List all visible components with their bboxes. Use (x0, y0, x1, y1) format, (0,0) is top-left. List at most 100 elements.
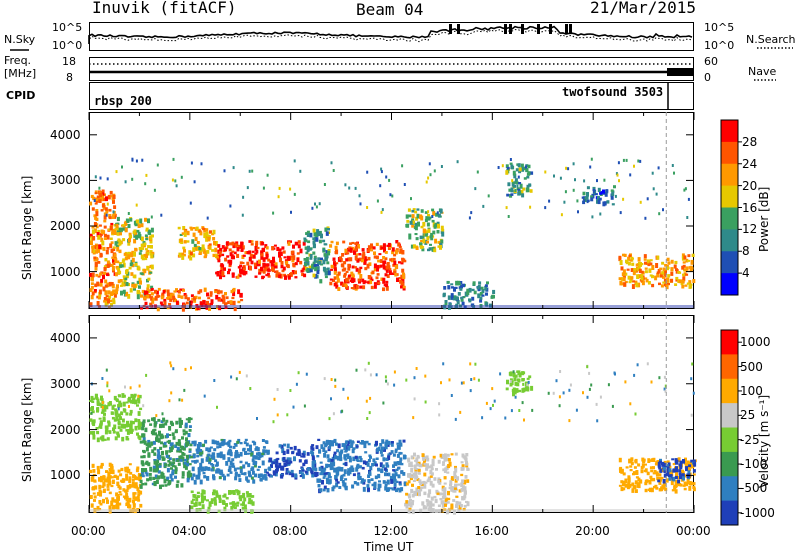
velocity-scatter-point (305, 372, 308, 376)
power-scatter-point (646, 197, 649, 201)
velocity-scatter-point (499, 372, 502, 376)
velocity-scatter-point (375, 373, 378, 377)
velocity-scatter-point (393, 383, 396, 387)
velocity-scatter-point (518, 409, 521, 412)
velocity-scatter-point (330, 397, 332, 401)
velocity-scatter-point (633, 373, 636, 377)
velocity-ytick-label-1: 2000 (50, 422, 81, 437)
velocity-scatter-point (413, 397, 416, 401)
power-scatter-point (639, 159, 642, 163)
power-scatter-point (262, 186, 265, 190)
velocity-scatter-point (170, 364, 173, 368)
power-scatter-point (391, 194, 394, 198)
cpid-segment-2: twofsound 3503 (562, 85, 664, 99)
velocity-scatter-point (169, 361, 172, 365)
power-scatter-point (358, 194, 361, 198)
power-scatter-point (190, 161, 193, 165)
power-scatter-point (389, 193, 392, 197)
power-scatter-point (193, 180, 196, 184)
power-scatter-point (344, 183, 347, 187)
power-scatter-point (633, 164, 635, 168)
time-axis-label: Time UT (364, 540, 414, 554)
velocity-scatter-point (230, 375, 233, 379)
velocity-scatter-point (691, 362, 694, 366)
velocity-scatter-point (454, 417, 457, 421)
power-scatter-point (427, 210, 430, 214)
velocity-scatter-point (295, 382, 298, 386)
velocity-colorbar-segment-7 (721, 500, 738, 526)
power-scatter-point (323, 183, 326, 186)
power-scatter-point (603, 178, 606, 182)
nsky-tick-bottom: 10^0 (52, 39, 83, 52)
velocity-scatter-point (442, 362, 445, 366)
velocity-colorbar-segment-3 (721, 403, 738, 429)
velocity-scatter-point (369, 373, 372, 377)
nsky-spike-7 (565, 24, 568, 34)
velocity-scatter-point (493, 399, 496, 403)
velocity-scatter-point (491, 387, 494, 391)
velocity-scatter-point (183, 388, 186, 392)
velocity-colorbar-segment-4 (721, 427, 738, 453)
power-colorbar-tick-label-6: 28 (742, 134, 758, 149)
freq-label: Freq. (4, 54, 32, 67)
velocity-scatter-point (342, 387, 345, 391)
velocity-scatter-point (415, 367, 418, 370)
nave-tick-top: 60 (704, 55, 718, 68)
power-colorbar-label: Power [dB] (757, 186, 771, 252)
velocity-scatter-point (586, 395, 589, 399)
power-scatter-point (289, 187, 292, 191)
power-scatter-point (131, 177, 134, 181)
velocity-scatter-point (509, 379, 512, 383)
power-scatter-point (625, 158, 628, 162)
power-scatter-point (189, 201, 192, 205)
velocity-scatter-point (527, 380, 530, 384)
power-scatter-point (487, 194, 490, 198)
velocity-scatter-point (184, 367, 187, 371)
power-scatter-point (248, 169, 251, 173)
velocity-scatter-point (382, 401, 385, 405)
power-scatter-point (293, 159, 296, 163)
power-scatter-point (622, 158, 625, 162)
velocity-scatter-point (562, 391, 565, 395)
power-scatter-point (153, 188, 156, 192)
velocity-scatter-point (646, 362, 649, 366)
power-colorbar-tick-label-1: 8 (742, 244, 750, 259)
power-scatter-point (429, 173, 432, 177)
power-scatter-point (150, 215, 153, 219)
velocity-scatter-point (438, 402, 441, 406)
power-scatter-point (505, 206, 508, 210)
power-scatter-point (144, 182, 147, 186)
power-scatter-point (559, 176, 562, 180)
power-scatter-point (456, 160, 459, 164)
power-scatter-point (482, 204, 485, 208)
power-scatter-point (639, 200, 642, 204)
power-scatter-point (657, 166, 660, 170)
nsky-tick-top: 10^5 (52, 21, 83, 34)
velocity-scatter-point (690, 413, 693, 417)
velocity-scatter-point (203, 394, 206, 398)
power-scatter-point (354, 186, 357, 190)
nsky-spike-2 (504, 24, 507, 34)
power-scatter-point (223, 169, 226, 173)
velocity-scatter-point (256, 417, 258, 420)
power-scatter-point (684, 187, 687, 191)
power-scatter-point (629, 173, 632, 177)
power-scatter-point (474, 187, 477, 191)
power-scatter-point (131, 157, 134, 161)
power-region-4 (215, 240, 307, 280)
velocity-scatter-point (323, 377, 326, 381)
velocity-scatter-point (607, 383, 610, 387)
velocity-scatter-point (440, 381, 442, 385)
velocity-colorbar (720, 329, 742, 526)
velocity-scatter-point (369, 396, 372, 400)
velocity-scatter-point (124, 385, 126, 389)
station-title: Inuvik (fitACF) (92, 0, 237, 17)
power-colorbar-tick-label-2: 12 (742, 222, 758, 237)
power-scatter-point (174, 179, 177, 183)
power-scatter-point (572, 188, 575, 192)
power-scatter-point (121, 165, 123, 169)
velocity-scatter-point (138, 384, 141, 388)
power-scatter-point (516, 184, 519, 188)
velocity-scatter-point (485, 401, 488, 405)
power-scatter-point (106, 202, 109, 206)
